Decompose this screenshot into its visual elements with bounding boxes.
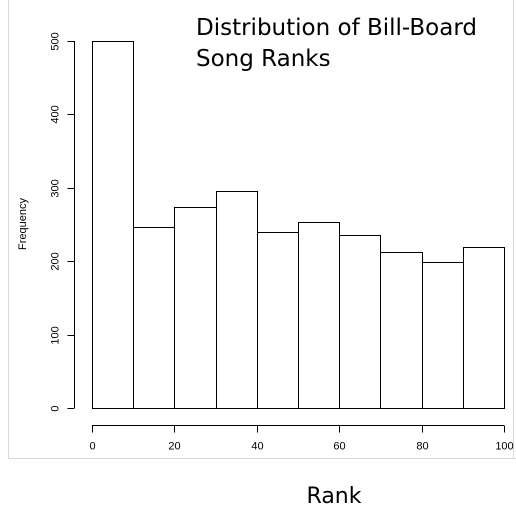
x-tick-label-0: 0: [89, 441, 95, 453]
x-tick-label-40: 40: [251, 441, 263, 453]
histogram-bar-8: [380, 252, 423, 409]
histogram-bar-4: [216, 191, 258, 409]
histogram-bar-6: [298, 222, 340, 409]
histogram-bar-7: [339, 235, 381, 409]
x-tick-label-60: 60: [333, 441, 345, 453]
y-axis: 0 100 200 300 400 500: [50, 32, 75, 412]
bars-group: [92, 41, 505, 409]
y-tick-label-300: 300: [50, 179, 62, 197]
y-axis-label: Frequency: [17, 198, 29, 250]
histogram-bar-1: [92, 41, 134, 409]
x-tick-label-20: 20: [168, 441, 180, 453]
chart-title-line-1: Distribution of Bill-Board: [196, 15, 477, 41]
y-tick-label-100: 100: [50, 326, 62, 344]
histogram-bar-2: [133, 227, 175, 409]
histogram-bar-3: [174, 207, 217, 409]
y-tick-label-400: 400: [50, 105, 62, 123]
histogram-bar-10: [463, 247, 505, 409]
y-tick-label-200: 200: [50, 252, 62, 270]
x-axis: 0 20 40 60 80 100: [89, 425, 514, 453]
x-tick-label-80: 80: [416, 441, 428, 453]
x-axis-label: Rank: [307, 484, 362, 506]
y-tick-label-500: 500: [50, 32, 62, 50]
x-tick-label-100: 100: [495, 441, 513, 453]
chart-title-line-2: Song Ranks: [196, 46, 331, 72]
histogram-bar-9: [422, 262, 464, 409]
histogram-bar-5: [257, 232, 299, 409]
y-tick-label-0: 0: [50, 405, 62, 411]
